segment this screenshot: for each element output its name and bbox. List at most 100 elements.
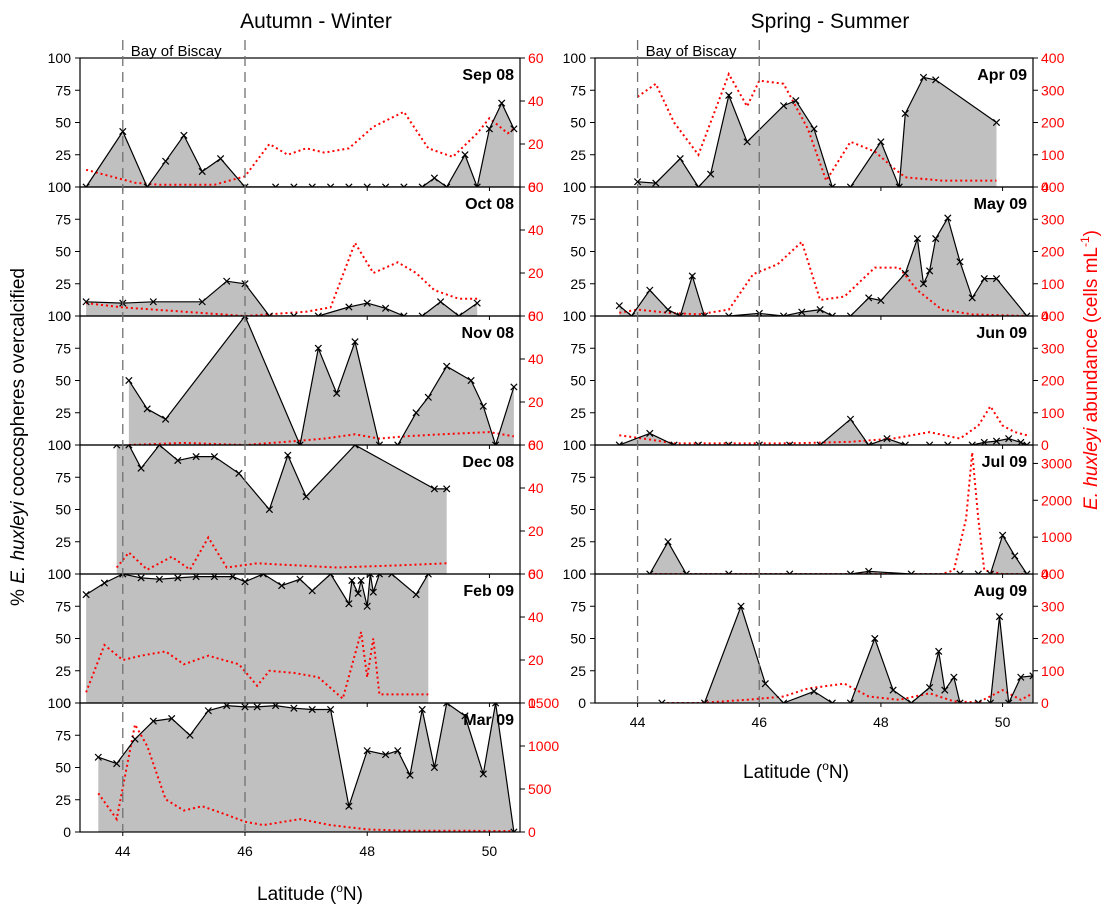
- left-tick-label-apr-09-0: 0: [578, 179, 586, 195]
- right-tick-label-jun-09-400: 400: [1041, 308, 1065, 324]
- right-tick-label-feb-09-60: 60: [528, 566, 544, 582]
- percent-point-nov-08-12: [443, 362, 451, 370]
- percent-point-oct-08-12: [400, 312, 408, 316]
- percent-point-sep-08-0: [82, 183, 90, 187]
- x-tick-label-mar-09-50: 50: [482, 843, 498, 859]
- percent-area-dec-08: [116, 445, 447, 574]
- left-tick-label-feb-09-50: 50: [55, 631, 71, 647]
- right-tick-label-may-09-300: 300: [1041, 211, 1065, 227]
- left-tick-label-may-09-25: 25: [570, 276, 586, 292]
- percent-point-jul-09-5: [846, 570, 855, 574]
- percent-point-aug-09-21: [1029, 672, 1033, 680]
- percent-point-mar-09-21: [443, 703, 451, 707]
- right-tick-label-mar-09-500: 500: [528, 781, 552, 797]
- percent-point-apr-09-6: [743, 138, 751, 146]
- percent-point-oct-08-8: [314, 312, 322, 316]
- left-tick-label-sep-08-50: 50: [55, 115, 71, 131]
- percent-point-mar-09-2: [131, 735, 139, 743]
- right-tick-label-nov-08-40: 40: [528, 351, 544, 367]
- percent-point-aug-09-15: [956, 699, 964, 703]
- panel-frame-aug-09: [594, 573, 1034, 704]
- percent-line-sep-08: [85, 101, 515, 187]
- percent-point-jun-09-4: [725, 441, 733, 445]
- percent-point-jul-09-4: [786, 570, 794, 574]
- percent-point-feb-09-0: [82, 590, 90, 599]
- percent-point-mar-09-1: [113, 759, 121, 768]
- percent-point-apr-09-17: [992, 118, 1001, 127]
- left-tick-label-dec-08-0: 0: [63, 566, 71, 582]
- left-tick-label-may-09-100: 100: [563, 179, 587, 195]
- right-tick-label-oct-08-0: 0: [528, 308, 536, 324]
- percent-point-feb-09-17: [354, 589, 362, 598]
- percent-point-apr-09-12: [877, 138, 885, 146]
- percent-point-sep-08-1: [119, 127, 127, 136]
- percent-point-sep-08-9: [290, 183, 298, 187]
- left-tick-label-jul-09-25: 25: [570, 534, 586, 550]
- percent-point-apr-09-11: [846, 183, 855, 187]
- x-tick-label-aug-09-50: 50: [995, 714, 1011, 730]
- panel-plot-jun-09: [615, 404, 1031, 445]
- right-tick-label-may-09-0: 0: [1041, 308, 1049, 324]
- percent-point-feb-09-3: [137, 574, 145, 582]
- right-tick-label-jul-09-2000: 2000: [1041, 492, 1072, 508]
- left-tick-label-oct-08-25: 25: [55, 276, 71, 292]
- percent-point-mar-09-24: [491, 703, 500, 707]
- percent-point-mar-09-17: [394, 747, 402, 755]
- percent-point-dec-08-5: [192, 452, 200, 461]
- left-tick-label-mar-09-25: 25: [55, 792, 71, 808]
- percent-point-jun-09-5: [755, 441, 763, 445]
- percent-point-aug-09-16: [974, 699, 982, 703]
- percent-point-jun-09-8: [846, 415, 855, 423]
- right-tick-label-nov-08-20: 20: [528, 394, 544, 410]
- percent-point-jul-09-7: [907, 570, 915, 574]
- month-label-mar-09: Mar 09: [463, 712, 514, 729]
- percent-point-feb-09-14: [326, 574, 335, 578]
- right-tick-label-apr-09-100: 100: [1041, 147, 1065, 163]
- left-tick-label-may-09-50: 50: [570, 244, 586, 260]
- percent-point-aug-09-1: [700, 699, 709, 703]
- month-label-jun-09: Jun 09: [976, 325, 1027, 342]
- percent-point-feb-09-19: [363, 602, 371, 610]
- percent-point-feb-09-16: [348, 576, 356, 585]
- right-tick-label-dec-08-0: 0: [528, 566, 536, 582]
- percent-point-mar-09-19: [418, 705, 426, 714]
- right-tick-label-jul-09-0: 0: [1041, 566, 1049, 582]
- percent-point-jun-09-16: [992, 437, 1001, 445]
- month-label-jul-09: Jul 09: [982, 454, 1027, 471]
- left-tick-label-mar-09-100: 100: [48, 695, 72, 711]
- month-label-may-09: May 09: [974, 196, 1027, 213]
- month-label-sep-08: Sep 08: [462, 67, 514, 84]
- percent-point-may-09-26: [1023, 312, 1031, 316]
- right-tick-label-jul-09-1000: 1000: [1041, 529, 1072, 545]
- right-tick-label-jun-09-0: 0: [1041, 437, 1049, 453]
- percent-point-may-09-6: [700, 312, 709, 316]
- percent-area-aug-09: [661, 606, 1033, 703]
- percent-point-aug-09-12: [935, 647, 943, 656]
- right-tick-label-feb-09-0: 0: [528, 695, 536, 711]
- left-tick-label-jun-09-100: 100: [563, 308, 587, 324]
- right-tick-label-jun-09-200: 200: [1041, 373, 1065, 389]
- percent-area-jul-09: [649, 535, 1027, 574]
- percent-line-dec-08: [116, 445, 447, 511]
- percent-point-feb-09-10: [259, 574, 267, 578]
- percent-point-oct-08-6: [265, 312, 274, 316]
- left-tick-label-aug-09-50: 50: [570, 631, 586, 647]
- percent-area-sep-08: [86, 103, 514, 187]
- right-tick-label-aug-09-0: 0: [1041, 695, 1049, 711]
- percent-point-aug-09-7: [846, 699, 855, 703]
- panel-plot-jul-09: [646, 452, 1031, 574]
- percent-point-apr-09-0: [633, 178, 642, 186]
- left-tick-label-apr-09-100: 100: [563, 50, 587, 66]
- percent-point-dec-08-8: [265, 505, 274, 514]
- right-tick-label-oct-08-60: 60: [528, 179, 544, 195]
- left-tick-label-aug-09-75: 75: [570, 598, 586, 614]
- column-title-autumn-winter: Autumn - Winter: [240, 10, 392, 33]
- right-tick-label-sep-08-40: 40: [528, 93, 544, 109]
- panel-frame-sep-08: [79, 57, 521, 188]
- left-tick-label-dec-08-75: 75: [55, 469, 71, 485]
- percent-point-dec-08-9: [284, 451, 292, 459]
- percent-point-may-09-14: [865, 294, 873, 302]
